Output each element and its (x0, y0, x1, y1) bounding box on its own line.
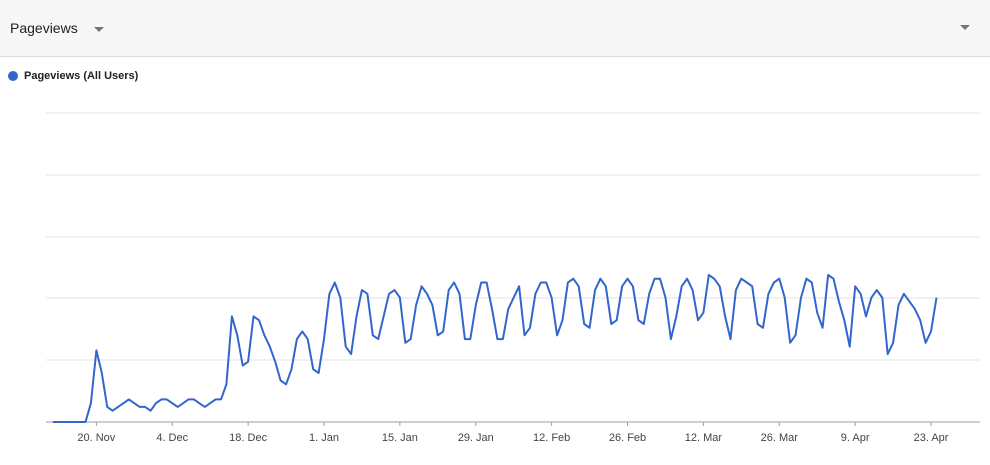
chart-legend: Pageviews (All Users) (8, 70, 138, 82)
x-tick-label: 26. Mar (761, 432, 799, 444)
gridlines (46, 112, 980, 361)
x-tick-label: 26. Feb (609, 432, 646, 444)
x-tick-labels: 20. Nov 4. Dec 18. Dec 1. Jan 15. Jan 29. Jan… (77, 422, 949, 444)
metric-selector[interactable]: Pageviews (10, 16, 104, 40)
x-tick-label: 4. Dec (156, 432, 188, 444)
x-tick-label: 12. Feb (533, 432, 570, 444)
toolbar: Pageviews (0, 0, 990, 57)
legend-label: Pageviews (All Users) (24, 70, 139, 82)
legend-swatch (8, 71, 18, 81)
x-tick-label: 1. Jan (309, 432, 339, 444)
series-group (53, 274, 938, 423)
x-tick-label: 23. Apr (914, 432, 949, 444)
x-tick-label: 12. Mar (685, 432, 723, 444)
x-tick-label: 15. Jan (382, 432, 418, 444)
metric-selector-label: Pageviews (10, 20, 78, 36)
options-chevron-down-icon[interactable] (960, 25, 970, 30)
series-line-pageviews[interactable] (53, 274, 938, 423)
x-tick-label: 9. Apr (841, 432, 870, 444)
x-tick-label: 18. Dec (229, 432, 267, 444)
x-tick-label: 29. Jan (458, 432, 494, 444)
x-tick-label: 20. Nov (77, 432, 115, 444)
chevron-down-icon (93, 26, 104, 32)
